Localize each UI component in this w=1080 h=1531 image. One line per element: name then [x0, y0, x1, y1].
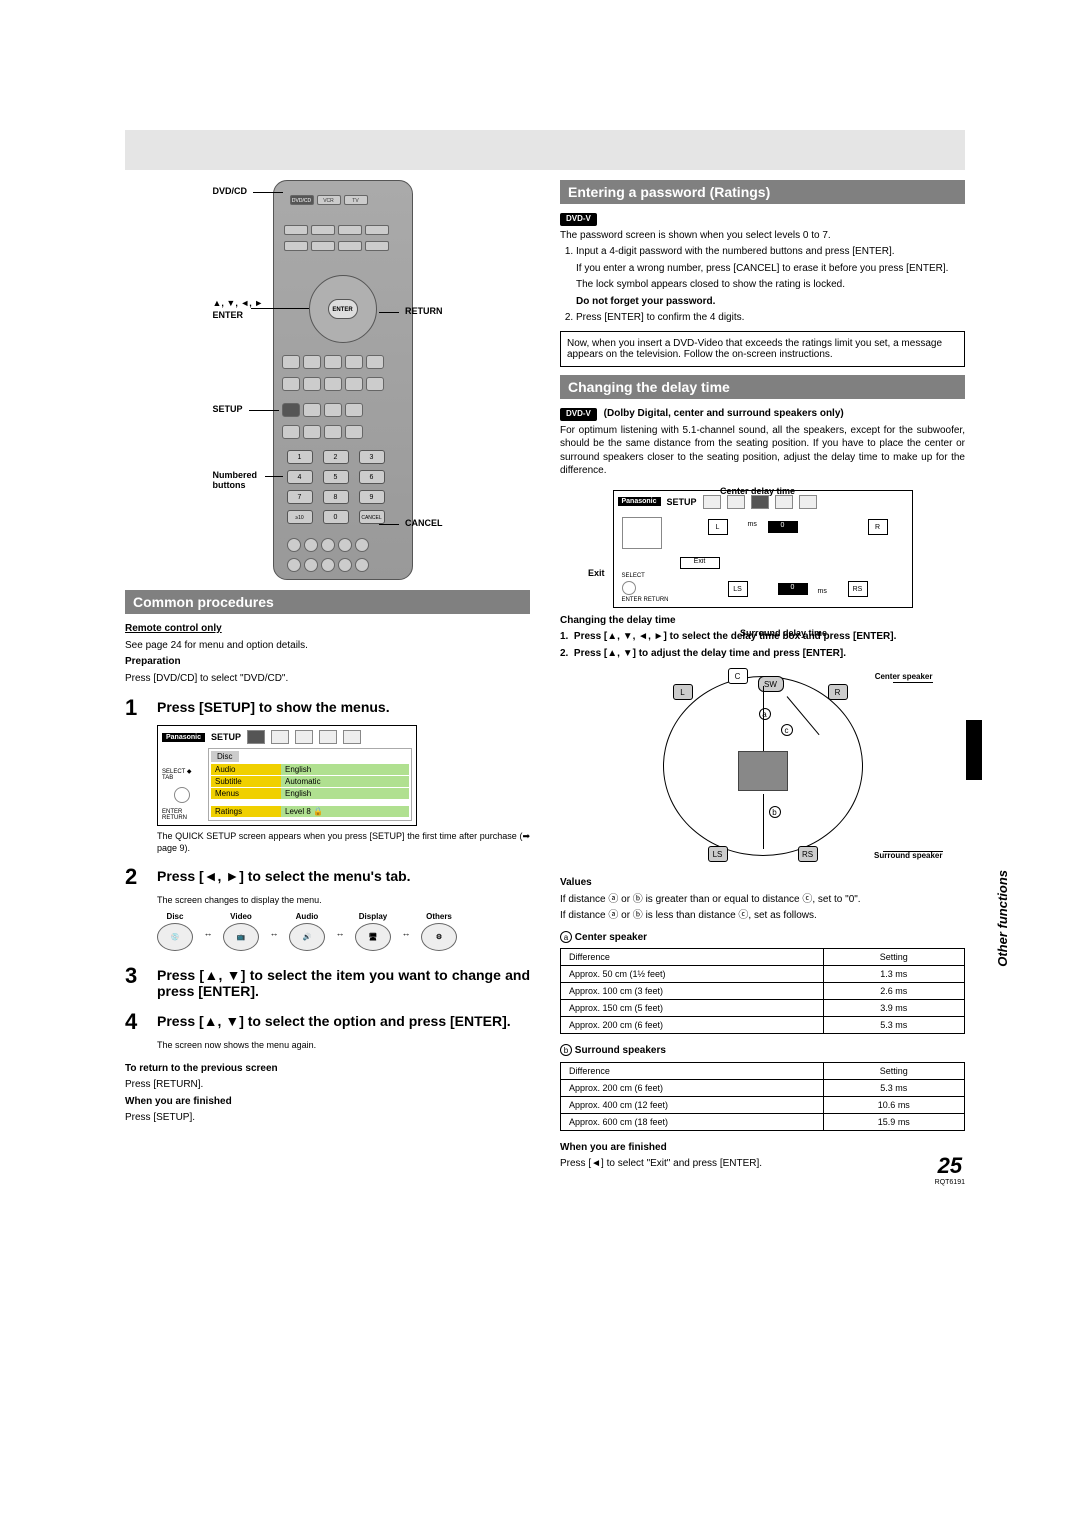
osd-tab-icon-disc: [247, 730, 265, 744]
surround-delay-table: DifferenceSetting Approx. 200 cm (6 feet…: [560, 1062, 965, 1131]
osd-tab-icon: [319, 730, 337, 744]
step-1: 1 Press [SETUP] to show the menus.: [125, 695, 530, 721]
table-b-heading: Surround speakers: [575, 1045, 666, 1056]
values-heading: Values: [560, 876, 965, 890]
step-1-note: The QUICK SETUP screen appears when you …: [157, 830, 530, 854]
remote-only-label: Remote control only: [125, 622, 530, 636]
step-1-num: 1: [125, 695, 147, 721]
osd-title: SETUP: [211, 732, 241, 742]
remote-label-cancel: CANCEL: [405, 518, 443, 528]
remote-btn-dvdcd: DVD/CD: [290, 195, 314, 205]
delay-intro: For optimum listening with 5.1-channel s…: [560, 424, 965, 478]
remote-label-setup: SETUP: [213, 404, 243, 414]
osd-select-label: SELECT ◆ TAB: [162, 768, 202, 781]
finish-text-left: Press [SETUP].: [125, 1111, 530, 1125]
pw-step1: Input a 4-digit password with the number…: [576, 246, 895, 257]
pw-steps: Input a 4-digit password with the number…: [576, 245, 965, 325]
osd-brand: Panasonic: [162, 733, 205, 742]
step-2: 2 Press [◄, ►] to select the menu's tab.: [125, 864, 530, 890]
step-3-num: 3: [125, 963, 147, 999]
see-page-text: See page 24 for menu and option details.: [125, 639, 530, 653]
delay-note: (Dolby Digital, center and surround spea…: [604, 408, 844, 419]
osd-setup-menu: Panasonic SETUP SELECT ◆ TAB ENTER RETUR…: [157, 725, 417, 826]
pw-note-box: Now, when you insert a DVD-Video that ex…: [560, 331, 965, 367]
step-2-text: Press [◄, ►] to select the menu's tab.: [157, 864, 530, 890]
tab-icons-row: Disc💿 ↔ Video📺 ↔ Audio🔊 ↔ Display🖥 ↔ Oth…: [157, 912, 457, 953]
change-step2: 2. Press [▲, ▼] to adjust the delay time…: [560, 647, 965, 661]
step-4: 4 Press [▲, ▼] to select the option and …: [125, 1009, 530, 1035]
values-line1: If distance ⓐ or ⓑ is greater than or eq…: [560, 893, 965, 907]
pw-step1b: The lock symbol appears closed to show t…: [576, 278, 965, 292]
return-text: Press [RETURN].: [125, 1078, 530, 1092]
section-password: Entering a password (Ratings): [560, 180, 965, 204]
section-delay: Changing the delay time: [560, 375, 965, 399]
remote-label-return: RETURN: [405, 306, 443, 316]
table-a-heading: Center speaker: [575, 932, 647, 943]
side-section-label: Other functions: [995, 870, 1010, 967]
page-number: 25: [935, 1153, 965, 1179]
step-3-text: Press [▲, ▼] to select the item you want…: [157, 963, 530, 999]
remote-numpad: 123 456 789 ≥100CANCEL: [287, 450, 385, 524]
preparation-heading: Preparation: [125, 655, 530, 669]
remote-label-enter: ENTER: [213, 310, 244, 320]
finish-heading-right: When you are finished: [560, 1141, 965, 1155]
remote-btn-vcr: VCR: [317, 195, 341, 205]
values-line2: If distance ⓐ or ⓑ is less than distance…: [560, 909, 965, 923]
remote-dpad: ENTER: [309, 275, 377, 343]
exit-label: Exit: [588, 568, 605, 578]
remote-label-numbered: Numbered buttons: [213, 470, 269, 490]
step-2-sub: The screen changes to display the menu.: [157, 894, 530, 906]
step-1-text: Press [SETUP] to show the menus.: [157, 695, 530, 721]
dvd-v-badge: DVD-V: [560, 213, 597, 226]
dvd-v-badge-2: DVD-V: [560, 408, 597, 421]
left-column: DVD/CD VCR TV ENTER 123 456 789 ≥100CANC…: [125, 180, 530, 1174]
remote-btn-tv: TV: [344, 195, 368, 205]
center-delay-label: Center delay time: [720, 486, 795, 496]
side-tab-marker: [966, 720, 982, 780]
remote-dpad-enter: ENTER: [328, 299, 358, 319]
remote-label-dvdcd: DVD/CD: [213, 186, 248, 196]
change-heading: Changing the delay time: [560, 614, 965, 628]
surround-delay-label: Surround delay time: [740, 628, 827, 638]
step-4-num: 4: [125, 1009, 147, 1035]
osd2-exit-btn: Exit: [680, 557, 720, 569]
osd-tab-icon: [295, 730, 313, 744]
remote-diagram: DVD/CD VCR TV ENTER 123 456 789 ≥100CANC…: [213, 180, 443, 580]
step-3: 3 Press [▲, ▼] to select the item you wa…: [125, 963, 530, 999]
speaker-diagram: L C SW R LS RS a c b Center speaker Surr…: [613, 666, 913, 866]
page-number-box: 25 RQT6191: [935, 1153, 965, 1186]
page-code: RQT6191: [935, 1179, 965, 1186]
osd-enter-return-label: ENTER RETURN: [162, 809, 202, 821]
pw-intro: The password screen is shown when you se…: [560, 229, 965, 243]
osd-tab-disc: Disc: [211, 751, 239, 762]
preparation-text: Press [DVD/CD] to select "DVD/CD".: [125, 672, 530, 686]
pw-step2: Press [ENTER] to confirm the 4 digits.: [576, 311, 965, 325]
right-column: Entering a password (Ratings) DVD-V The …: [560, 180, 965, 1174]
pw-step1c: Do not forget your password.: [576, 295, 965, 309]
finish-text-right: Press [◄] to select "Exit" and press [EN…: [560, 1157, 965, 1171]
pw-step1a: If you enter a wrong number, press [CANC…: [576, 262, 965, 276]
finish-heading-left: When you are finished: [125, 1095, 530, 1109]
return-heading: To return to the previous screen: [125, 1062, 530, 1076]
section-common-procedures: Common procedures: [125, 590, 530, 614]
osd2-brand: Panasonic: [618, 497, 661, 506]
osd-tab-icon: [343, 730, 361, 744]
step-4-text: Press [▲, ▼] to select the option and pr…: [157, 1009, 530, 1035]
osd-tab-icon: [271, 730, 289, 744]
osd-delay-menu: Panasonic SETUP SELECTENTER RETURN Exit …: [613, 490, 913, 608]
step-4-sub: The screen now shows the menu again.: [157, 1039, 530, 1051]
osd2-title: SETUP: [667, 497, 697, 507]
remote-label-arrows: ▲, ▼, ◄, ►: [213, 298, 264, 308]
center-speaker-label: Center speaker: [875, 672, 933, 681]
surround-speaker-label: Surround speaker: [874, 851, 942, 860]
step-2-num: 2: [125, 864, 147, 890]
center-delay-table: DifferenceSetting Approx. 50 cm (1½ feet…: [560, 948, 965, 1034]
